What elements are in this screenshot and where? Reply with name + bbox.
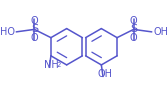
- Text: O: O: [31, 33, 38, 43]
- Text: O: O: [130, 16, 137, 26]
- Text: OH: OH: [97, 69, 112, 79]
- Text: OH: OH: [153, 27, 168, 37]
- Text: S: S: [31, 24, 38, 34]
- Text: O: O: [31, 16, 38, 26]
- Text: HO: HO: [0, 27, 15, 37]
- Text: 2: 2: [57, 62, 61, 68]
- Text: NH: NH: [44, 60, 58, 70]
- Text: O: O: [130, 33, 137, 43]
- Text: S: S: [130, 24, 137, 34]
